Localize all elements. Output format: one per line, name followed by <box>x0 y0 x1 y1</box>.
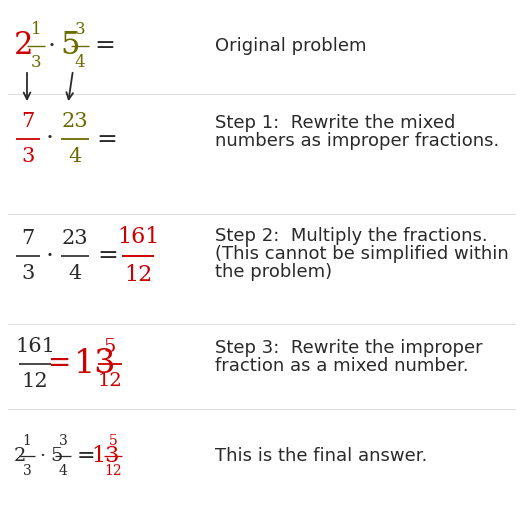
Text: 13: 13 <box>91 445 119 467</box>
Text: 12: 12 <box>98 372 122 390</box>
Text: 5: 5 <box>104 338 116 356</box>
Text: 13: 13 <box>74 348 117 380</box>
Text: 2: 2 <box>14 30 33 61</box>
Text: ·: · <box>46 127 54 150</box>
Text: 12: 12 <box>21 372 48 391</box>
Text: 1: 1 <box>31 21 41 38</box>
Text: fraction as a mixed number.: fraction as a mixed number. <box>215 357 469 375</box>
Text: This is the final answer.: This is the final answer. <box>215 447 427 465</box>
Text: 1: 1 <box>22 434 31 448</box>
Text: 5: 5 <box>50 447 62 465</box>
Text: 161: 161 <box>15 337 55 356</box>
Text: 12: 12 <box>104 464 122 478</box>
Text: Step 3:  Rewrite the improper: Step 3: Rewrite the improper <box>215 339 483 357</box>
Text: 4: 4 <box>75 54 85 71</box>
Text: ·: · <box>46 245 54 267</box>
Text: 5: 5 <box>109 434 117 448</box>
Text: ·: · <box>48 35 56 58</box>
Text: Step 2:  Multiply the fractions.: Step 2: Multiply the fractions. <box>215 227 487 245</box>
Text: numbers as improper fractions.: numbers as improper fractions. <box>215 132 499 150</box>
Text: 7: 7 <box>21 229 35 248</box>
Text: 4: 4 <box>69 264 82 283</box>
Text: 5: 5 <box>60 30 79 61</box>
Text: 12: 12 <box>124 264 152 286</box>
Text: 4: 4 <box>69 147 82 166</box>
Text: 161: 161 <box>117 226 159 248</box>
Text: 23: 23 <box>62 112 88 131</box>
Text: 7: 7 <box>21 112 35 131</box>
Text: 3: 3 <box>31 54 41 71</box>
Text: 3: 3 <box>21 264 35 283</box>
Text: =: = <box>77 445 96 467</box>
Text: =: = <box>96 127 117 150</box>
Text: 3: 3 <box>75 21 85 38</box>
Text: =: = <box>94 35 115 58</box>
Text: 4: 4 <box>59 464 67 478</box>
Text: 3: 3 <box>59 434 67 448</box>
Text: (This cannot be simplified within: (This cannot be simplified within <box>215 245 509 263</box>
Text: the problem): the problem) <box>215 263 332 281</box>
Text: Step 1:  Rewrite the mixed: Step 1: Rewrite the mixed <box>215 114 456 132</box>
Text: 3: 3 <box>21 147 35 166</box>
Text: =: = <box>48 351 72 377</box>
Text: 23: 23 <box>62 229 88 248</box>
Text: Original problem: Original problem <box>215 37 367 55</box>
Text: ·: · <box>39 447 45 465</box>
Text: 2: 2 <box>14 447 26 465</box>
Text: =: = <box>97 245 118 267</box>
Text: 3: 3 <box>22 464 31 478</box>
